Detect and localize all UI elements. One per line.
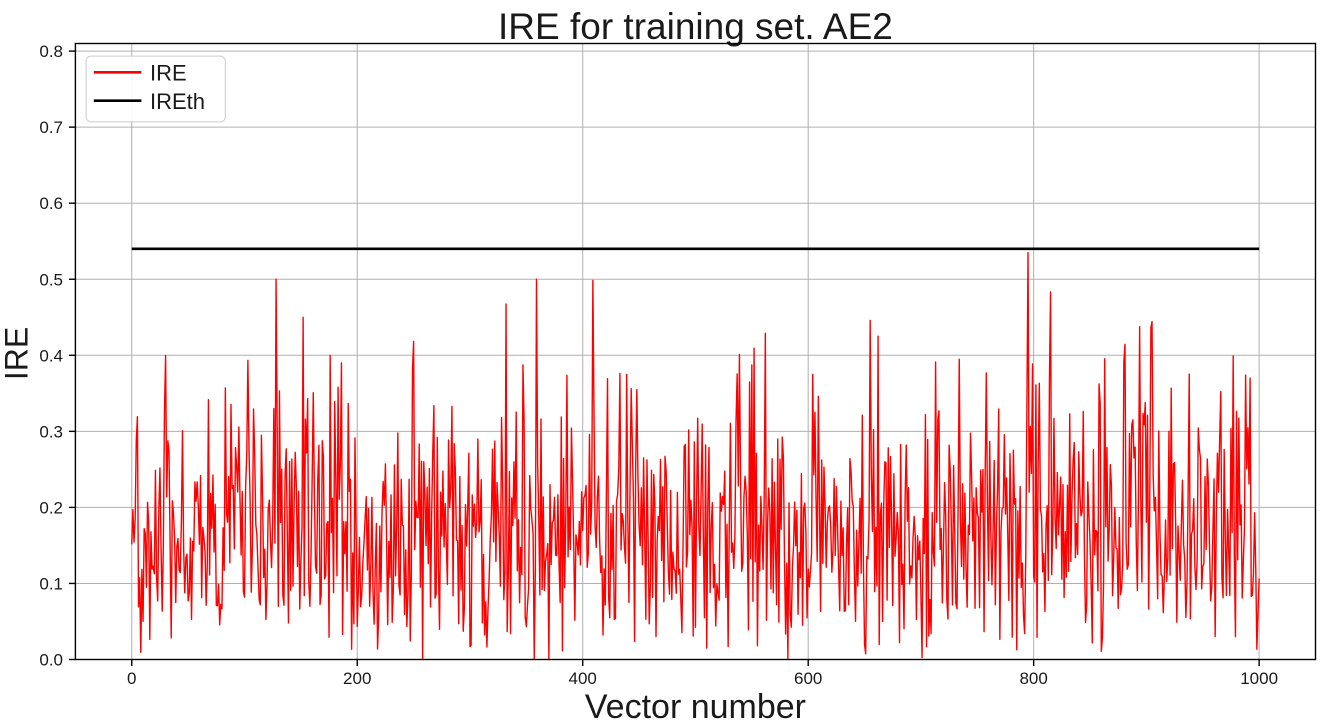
svg-text:0.0: 0.0 <box>39 651 63 670</box>
svg-text:0.2: 0.2 <box>39 498 63 517</box>
svg-text:1000: 1000 <box>1240 669 1278 688</box>
svg-text:IREth: IREth <box>150 89 205 114</box>
svg-text:0.6: 0.6 <box>39 194 63 213</box>
svg-text:0: 0 <box>127 669 136 688</box>
svg-text:0.7: 0.7 <box>39 118 63 137</box>
svg-text:800: 800 <box>1019 669 1047 688</box>
svg-text:0.5: 0.5 <box>39 270 63 289</box>
svg-text:0.4: 0.4 <box>39 346 63 365</box>
svg-text:0.1: 0.1 <box>39 574 63 593</box>
svg-text:0.3: 0.3 <box>39 422 63 441</box>
svg-text:600: 600 <box>794 669 822 688</box>
svg-text:IRE: IRE <box>150 61 187 86</box>
svg-text:200: 200 <box>343 669 371 688</box>
svg-text:400: 400 <box>569 669 597 688</box>
svg-text:0.8: 0.8 <box>39 42 63 61</box>
